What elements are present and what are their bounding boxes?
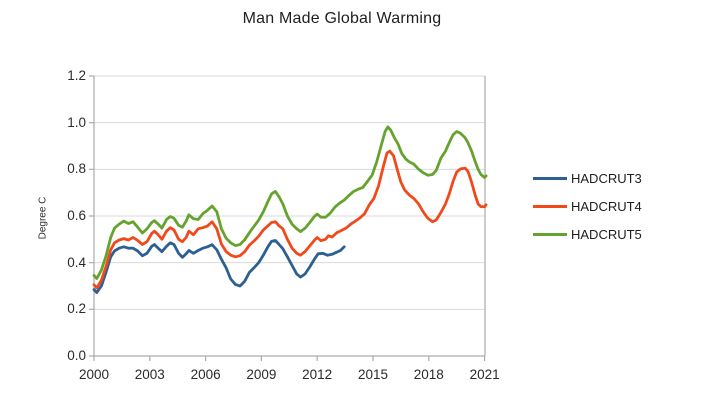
- legend-label: HADCRUT5: [571, 226, 642, 242]
- series-line-hadcrut5: [92, 125, 488, 280]
- x-tick-label: 2015: [357, 367, 389, 382]
- legend-label: HADCRUT4: [571, 198, 642, 214]
- legend-line-swatch-hadcrut3: [533, 176, 567, 180]
- x-tick-label: 2012: [302, 367, 333, 382]
- legend-line-swatch-hadcrut5: [533, 232, 567, 236]
- legend-item-hadcrut4: HADCRUT4: [533, 192, 642, 220]
- y-tick-label: 1.0: [67, 114, 86, 130]
- legend-item-hadcrut3: HADCRUT3: [533, 164, 642, 192]
- x-tick-label: 2006: [190, 367, 221, 382]
- y-tick-label: 0.2: [67, 301, 86, 317]
- x-tick-label: 2000: [78, 367, 110, 382]
- y-tick-label: 1.2: [67, 68, 86, 83]
- legend-item-hadcrut5: HADCRUT5: [533, 220, 642, 248]
- y-tick-label: 0.4: [67, 254, 86, 270]
- legend-label: HADCRUT3: [571, 170, 642, 186]
- x-tick-label: 2021: [469, 367, 500, 382]
- y-tick-label: 0.0: [67, 348, 86, 363]
- series-line-hadcrut3: [92, 239, 346, 294]
- x-tick-label: 2018: [413, 367, 444, 382]
- legend: HADCRUT3 HADCRUT4 HADCRUT5: [533, 164, 642, 248]
- chart-title: Man Made Global Warming: [242, 10, 442, 27]
- x-tick-label: 2009: [246, 367, 277, 382]
- x-tick-label: 2003: [134, 367, 165, 382]
- y-tick-label: 0.8: [67, 161, 86, 177]
- series-line-hadcrut4: [92, 149, 488, 290]
- y-tick-label: 0.6: [67, 208, 86, 223]
- legend-line-swatch-hadcrut4: [533, 204, 567, 208]
